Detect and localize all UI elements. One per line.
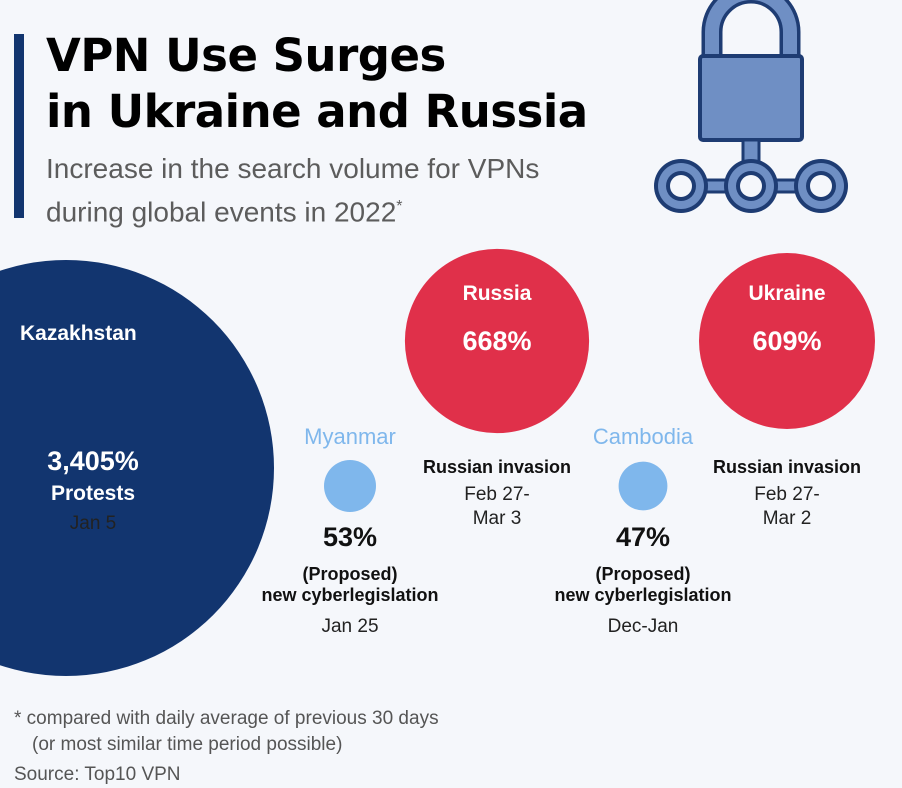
bubble-cambodia-name: Cambodia [543,424,743,450]
bubble-ukraine [699,253,875,429]
chart-title-line-2: in Ukraine and Russia [46,85,588,138]
bubble-russia-date-line: Mar 3 [472,508,522,529]
bubble-kazakhstan-value-line: 3,405% [47,446,139,476]
bubble-cambodia-date-line: Dec-Jan [607,616,679,637]
bubble-russia-value: 668% [420,326,574,357]
bubble-ukraine-value: 609% [710,326,864,357]
bubble-kazakhstan-name-line: Kazakhstan [20,322,137,345]
accent-bar [14,34,24,218]
bubble-myanmar-value: 53% [250,522,450,553]
padlock-network-icon [654,0,848,213]
bubble-russia [404,248,590,434]
bubble-ukraine-event: Russian invasion [710,457,864,478]
bubble-cambodia-event: (Proposed) new cyberlegislation [543,564,743,606]
chart-subtitle: Increase in the search volume for VPNs du… [46,150,539,231]
bubble-cambodia [618,461,668,511]
bubble-cambodia-event-line: new cyberlegislation [554,585,732,605]
bubble-kazakhstan-name: Kazakhstan [20,322,137,346]
bubble-russia-name-line: Russia [462,282,532,305]
bubble-cambodia-name-line: Cambodia [592,424,694,449]
bubble-myanmar-name: Myanmar [250,424,450,450]
bubble-myanmar [324,460,376,512]
bubble-kazakhstan-date-line: Jan 5 [69,513,117,534]
bubble-ukraine-date-line: Feb 27- [754,484,820,505]
bubble-kazakhstan-value: 3,405% [18,446,168,477]
chart-title: VPN Use Surges in Ukraine and Russia [46,28,588,140]
bubble-russia-name: Russia [420,282,574,306]
bubble-russia-date-line: Feb 27- [464,484,530,505]
footnote-line-2: (or most similar time period possible) [32,734,343,755]
bubble-russia-date: Feb 27- Mar 3 [420,483,574,531]
bubble-myanmar-name-line: Myanmar [304,424,396,449]
bubble-kazakhstan [0,260,274,676]
bubble-cambodia-value-line: 47% [615,522,671,552]
bubble-myanmar-value-line: 53% [322,522,378,552]
network-node-1 [670,175,692,197]
bubble-ukraine-event-line: Russian invasion [712,457,862,477]
network-nodes [654,159,848,213]
chart-title-line-1: VPN Use Surges [46,29,446,82]
footnote: * compared with daily average of previou… [14,706,439,758]
bubble-ukraine-date: Feb 27- Mar 2 [710,483,864,531]
footnote-line-1: * compared with daily average of previou… [14,708,439,729]
bubble-cambodia-value: 47% [543,522,743,553]
bubble-kazakhstan-event-line: Protests [50,482,136,505]
bubble-ukraine-value-line: 609% [752,326,822,356]
bubble-myanmar-event-line: new cyberlegislation [261,585,439,605]
bubble-kazakhstan-date: Jan 5 [18,512,168,536]
bubble-ukraine-name: Ukraine [710,282,864,306]
bubble-cambodia-event-line: (Proposed) [595,564,691,584]
bubble-myanmar-date-line: Jan 25 [321,616,379,637]
bubble-russia-event-line: Russian invasion [422,457,572,477]
bubble-russia-value-line: 668% [462,326,532,356]
network-node-3 [810,175,832,197]
bubble-kazakhstan-event: Protests [18,482,168,506]
bubble-myanmar-date: Jan 25 [250,615,450,639]
bubble-myanmar-event: (Proposed) new cyberlegislation [250,564,450,606]
bubble-myanmar-event-line: (Proposed) [302,564,398,584]
bubble-ukraine-name-line: Ukraine [748,282,826,305]
bubble-russia-event: Russian invasion [420,457,574,478]
footnote-mark: * [396,198,403,215]
source: Source: Top10 VPN [14,764,181,785]
padlock-shackle-inner [705,0,797,58]
bubble-ukraine-date-line: Mar 2 [762,508,812,529]
chart-subtitle-line-2: during global events in 2022 [46,196,397,228]
chart-subtitle-line-1: Increase in the search volume for VPNs [46,153,540,184]
network-node-2 [740,175,762,197]
bubble-cambodia-date: Dec-Jan [543,615,743,639]
